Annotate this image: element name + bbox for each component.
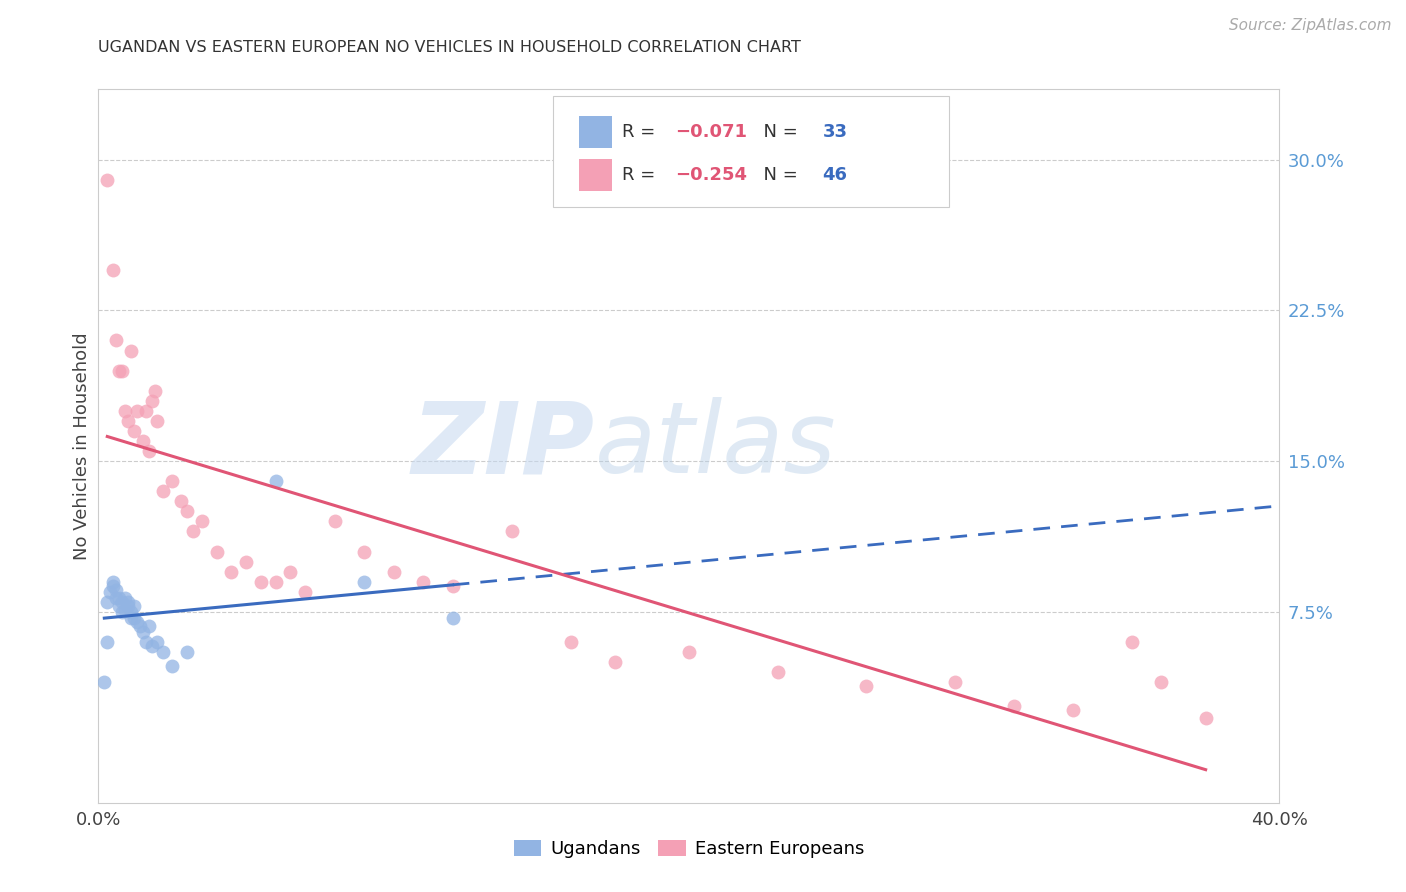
- Point: [181, 524, 204, 539]
- Point: [1195, 711, 1218, 725]
- Point: [108, 591, 131, 605]
- Point: [117, 414, 139, 428]
- Point: [1150, 675, 1173, 690]
- Point: [678, 645, 700, 659]
- Point: [605, 655, 627, 669]
- Text: ZIP: ZIP: [412, 398, 595, 494]
- Point: [93, 675, 115, 690]
- Point: [132, 434, 155, 448]
- Point: [1062, 703, 1084, 717]
- Point: [122, 599, 145, 613]
- Point: [98, 584, 121, 599]
- Point: [235, 555, 257, 569]
- Point: [111, 595, 134, 609]
- Text: R =: R =: [621, 123, 661, 141]
- Point: [96, 595, 118, 609]
- Point: [205, 544, 228, 558]
- Point: [353, 574, 375, 589]
- FancyBboxPatch shape: [553, 96, 949, 207]
- Text: 46: 46: [823, 166, 848, 184]
- Text: N =: N =: [752, 166, 803, 184]
- Point: [441, 579, 464, 593]
- Point: [108, 599, 131, 613]
- Point: [111, 605, 134, 619]
- Point: [122, 611, 145, 625]
- Point: [117, 599, 139, 613]
- Point: [105, 591, 128, 605]
- Point: [103, 263, 125, 277]
- FancyBboxPatch shape: [579, 116, 612, 148]
- Text: N =: N =: [752, 123, 803, 141]
- Point: [103, 579, 125, 593]
- Point: [120, 343, 142, 358]
- Point: [103, 574, 125, 589]
- Point: [191, 515, 214, 529]
- Point: [855, 679, 877, 693]
- Point: [219, 565, 242, 579]
- Point: [1002, 699, 1025, 714]
- Point: [111, 363, 134, 377]
- Point: [412, 574, 434, 589]
- Point: [501, 524, 523, 539]
- Text: 33: 33: [823, 123, 848, 141]
- Point: [143, 384, 166, 398]
- Point: [138, 444, 160, 458]
- Point: [141, 639, 163, 653]
- Point: [170, 494, 193, 508]
- Point: [125, 404, 148, 418]
- Point: [152, 484, 174, 499]
- Point: [278, 565, 302, 579]
- Point: [250, 574, 273, 589]
- Point: [264, 474, 287, 488]
- Point: [294, 584, 316, 599]
- Point: [114, 603, 136, 617]
- Text: UGANDAN VS EASTERN EUROPEAN NO VEHICLES IN HOUSEHOLD CORRELATION CHART: UGANDAN VS EASTERN EUROPEAN NO VEHICLES …: [98, 40, 801, 55]
- Point: [132, 624, 155, 639]
- Legend: Ugandans, Eastern Europeans: Ugandans, Eastern Europeans: [506, 832, 872, 865]
- Point: [382, 565, 405, 579]
- Point: [441, 611, 464, 625]
- Point: [176, 504, 198, 518]
- Point: [108, 363, 131, 377]
- Point: [560, 635, 582, 649]
- Text: R =: R =: [621, 166, 661, 184]
- Point: [766, 665, 789, 680]
- Y-axis label: No Vehicles in Household: No Vehicles in Household: [73, 332, 91, 560]
- Point: [96, 172, 118, 186]
- Point: [128, 619, 150, 633]
- Point: [114, 591, 136, 605]
- Point: [125, 615, 148, 629]
- Text: Source: ZipAtlas.com: Source: ZipAtlas.com: [1229, 18, 1392, 33]
- Point: [117, 595, 139, 609]
- Point: [105, 334, 128, 348]
- Point: [943, 675, 966, 690]
- Point: [105, 582, 128, 597]
- Point: [96, 635, 118, 649]
- Point: [122, 424, 145, 438]
- Point: [146, 635, 169, 649]
- FancyBboxPatch shape: [579, 159, 612, 191]
- Point: [120, 611, 142, 625]
- Point: [176, 645, 198, 659]
- Text: −0.071: −0.071: [675, 123, 747, 141]
- Point: [1121, 635, 1143, 649]
- Point: [162, 659, 183, 673]
- Point: [114, 404, 136, 418]
- Point: [264, 574, 287, 589]
- Point: [135, 635, 157, 649]
- Point: [152, 645, 174, 659]
- Point: [141, 393, 163, 408]
- Point: [162, 474, 183, 488]
- Text: −0.254: −0.254: [675, 166, 747, 184]
- Point: [135, 404, 157, 418]
- Point: [138, 619, 160, 633]
- Point: [120, 605, 142, 619]
- Point: [146, 414, 169, 428]
- Point: [353, 544, 375, 558]
- Text: atlas: atlas: [595, 398, 837, 494]
- Point: [323, 515, 346, 529]
